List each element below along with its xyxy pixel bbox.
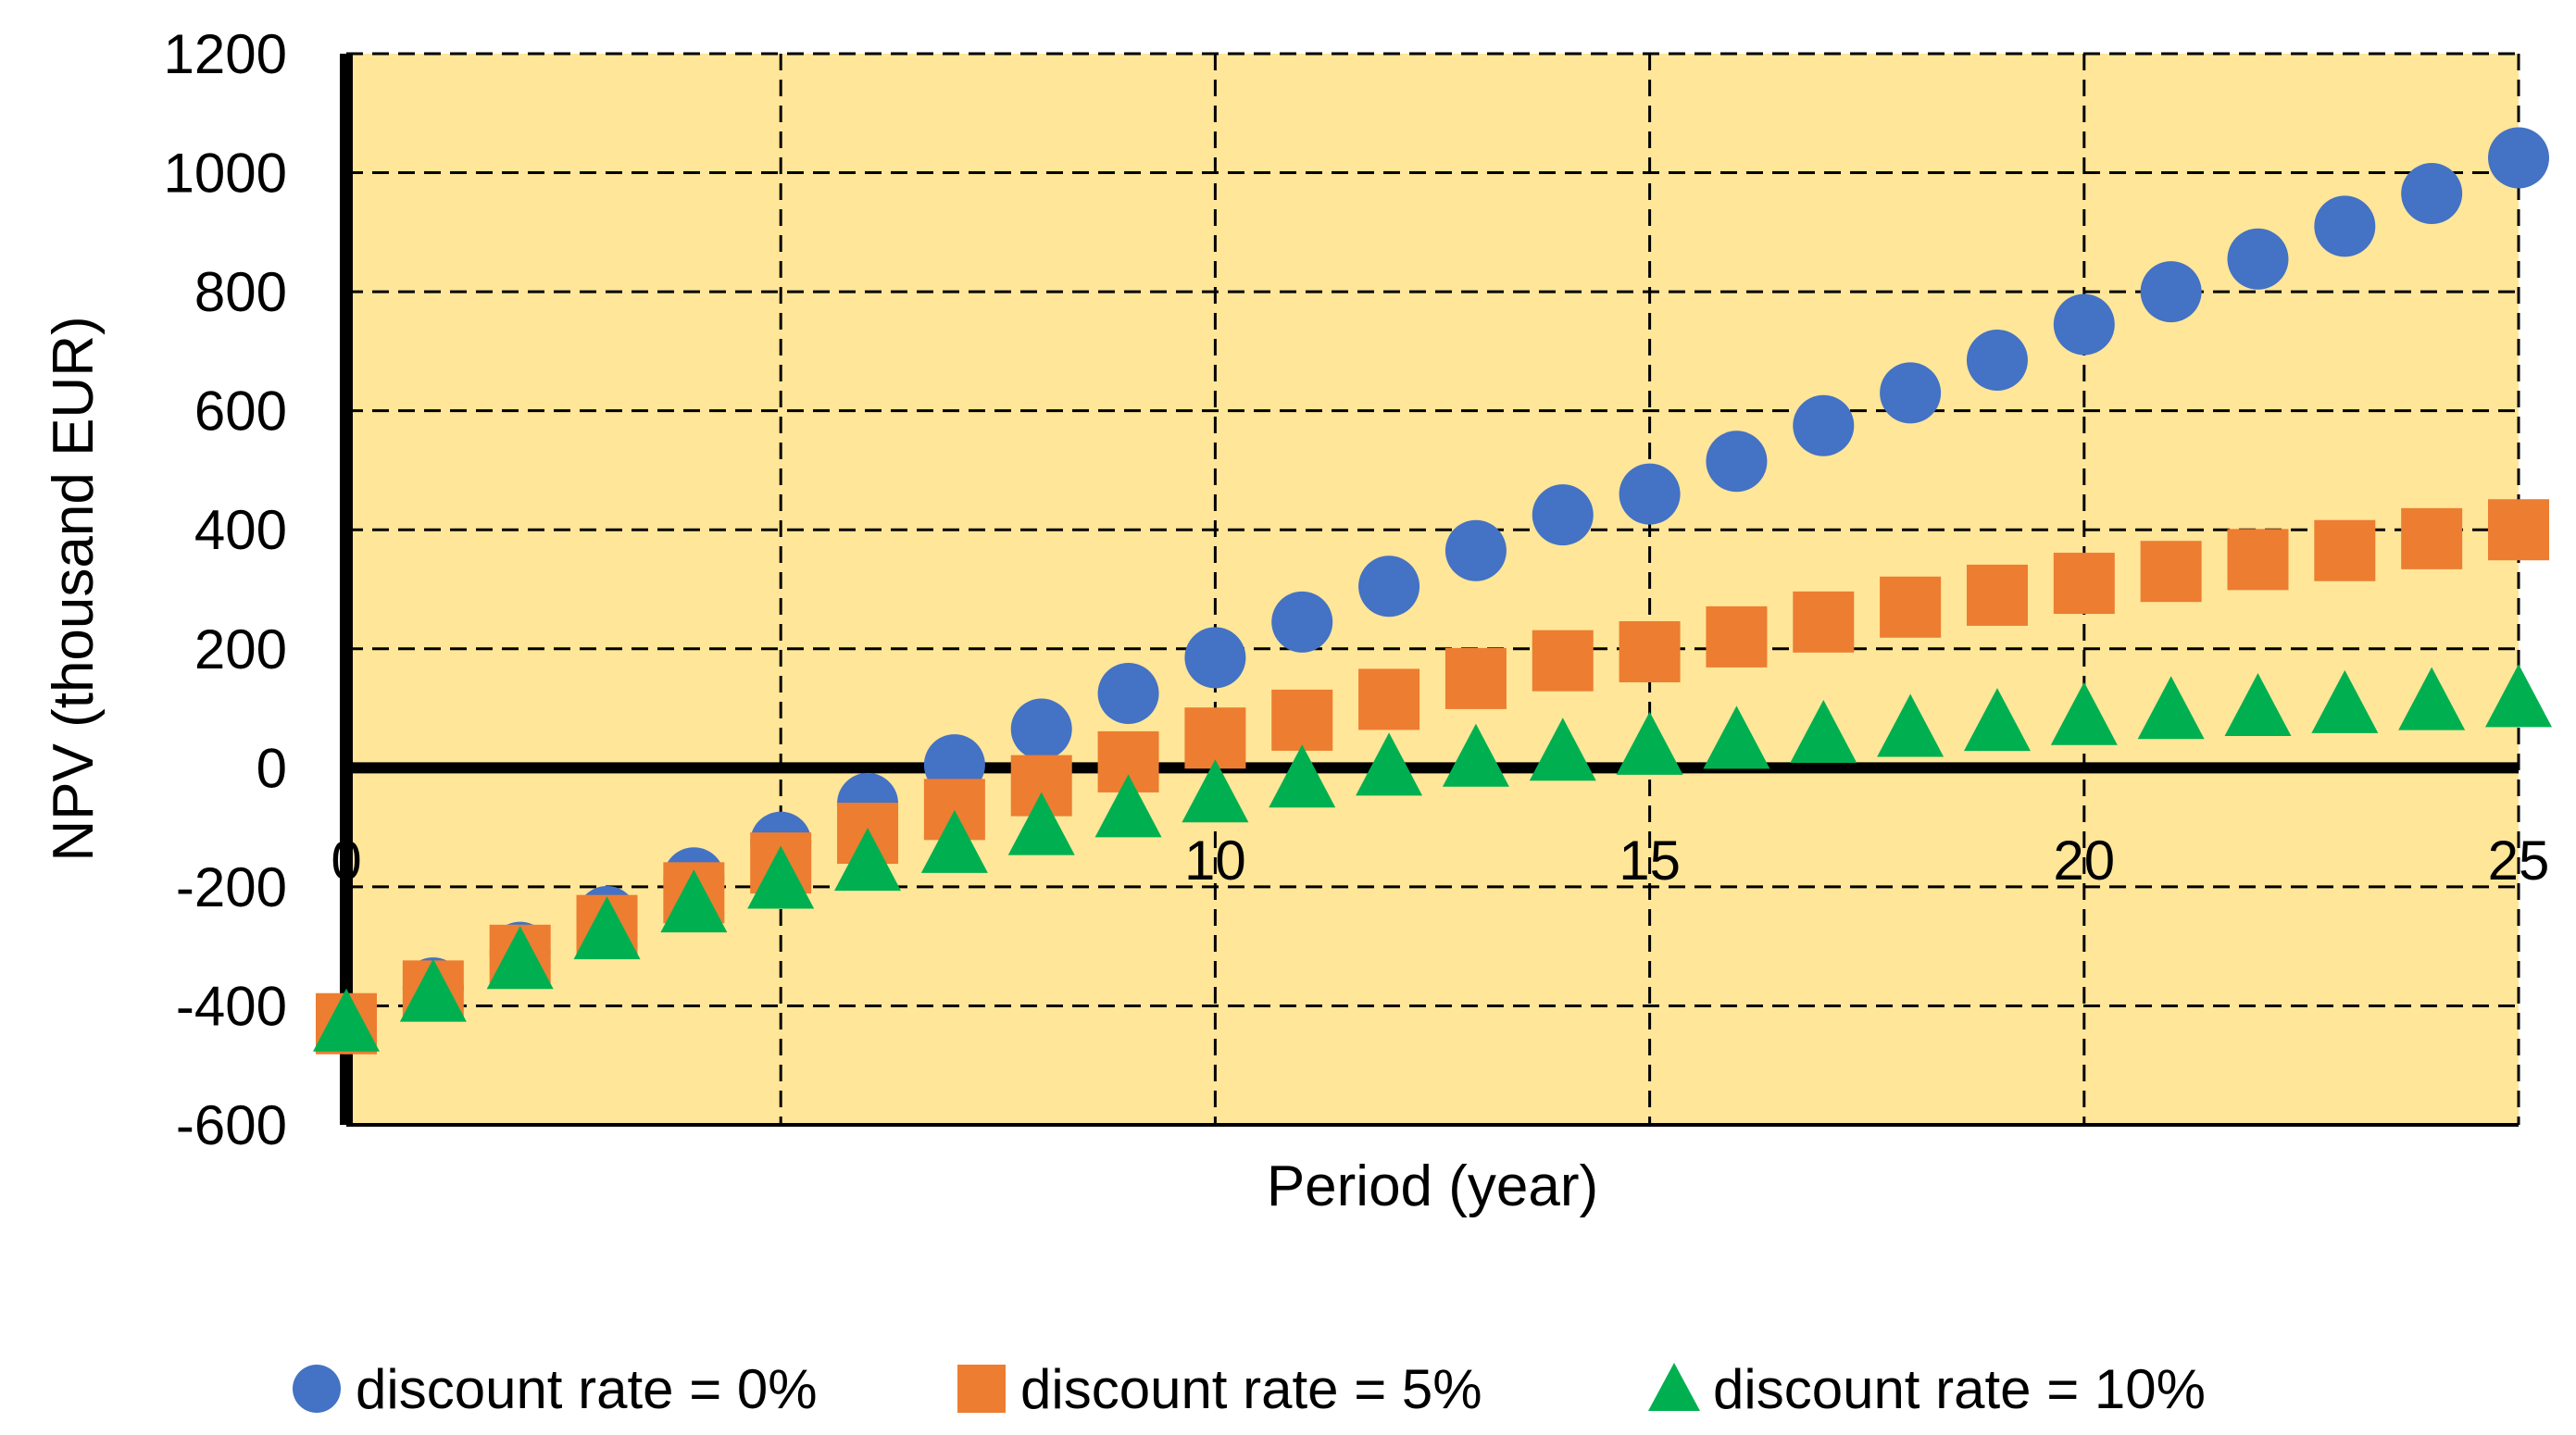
y-tick-label: -400 [176, 975, 287, 1037]
marker-triangle [2224, 673, 2292, 737]
x-tick-label: 0 [331, 830, 361, 892]
marker-circle [2053, 293, 2115, 356]
marker-triangle [2398, 667, 2466, 730]
marker-square [2488, 499, 2549, 561]
marker-circle [2488, 127, 2549, 189]
axes [340, 54, 2519, 1127]
marker-circle [1184, 627, 1246, 689]
marker-square [2401, 507, 2463, 569]
marker-circle [1793, 394, 1855, 456]
marker-triangle [573, 896, 641, 960]
marker-triangle [1529, 718, 1596, 781]
y-tick-label: 400 [194, 499, 287, 561]
x-tick-label: 25 [2488, 830, 2550, 892]
marker-triangle [1616, 711, 1683, 775]
marker-square [2053, 553, 2115, 615]
y-axis-title: NPV (thousand EUR) [42, 316, 106, 861]
marker-triangle [2137, 676, 2205, 740]
y-tick-label: 1200 [164, 23, 287, 85]
legend-triangle-icon [1648, 1363, 1700, 1411]
marker-circle [1880, 362, 1942, 424]
marker-square [1619, 620, 1681, 682]
x-tick-label: 15 [1619, 830, 1681, 892]
marker-square [2314, 519, 2376, 581]
legend-label: discount rate = 0% [356, 1358, 818, 1420]
marker-square [2227, 529, 2289, 591]
x-tick-label: 20 [2053, 830, 2115, 892]
legend-circle-icon [293, 1365, 341, 1413]
y-tick-label: 0 [256, 737, 287, 799]
marker-triangle [1790, 699, 1857, 763]
marker-triangle [660, 869, 728, 933]
marker-circle [1966, 330, 2028, 392]
marker-square [2140, 541, 2202, 603]
marker-square [1271, 689, 1333, 751]
marker-square [1880, 576, 1942, 638]
tick-labels: -600-400-2000200400600800100012000510152… [164, 23, 2550, 1156]
marker-triangle [920, 809, 988, 873]
y-tick-label: 600 [194, 381, 287, 443]
marker-triangle [1356, 732, 1423, 796]
marker-triangle [1094, 774, 1162, 838]
marker-triangle [399, 958, 467, 1022]
data-markers [313, 127, 2552, 1054]
marker-triangle [1877, 693, 1945, 757]
marker-triangle [1007, 792, 1075, 855]
marker-triangle [1703, 705, 1770, 769]
y-tick-label: -600 [176, 1094, 287, 1156]
marker-triangle [2050, 681, 2118, 745]
legend-label: discount rate = 5% [1020, 1358, 1482, 1420]
legend: discount rate = 0% discount rate = 5% disc… [293, 1358, 2206, 1420]
marker-square [1793, 591, 1855, 653]
marker-triangle [1182, 759, 1249, 823]
marker-circle [2227, 228, 2289, 290]
grid-lines [346, 52, 2520, 1125]
marker-square [1532, 630, 1594, 692]
marker-circle [1706, 430, 1768, 493]
marker-triangle [2311, 669, 2379, 733]
y-tick-label: 200 [194, 618, 287, 680]
y-tick-label: -200 [176, 856, 287, 918]
marker-circle [1097, 662, 1159, 724]
marker-triangle [2485, 664, 2552, 728]
marker-square [1358, 668, 1420, 730]
marker-square [1966, 564, 2028, 626]
marker-triangle [1442, 723, 1509, 787]
marker-triangle [486, 926, 554, 990]
legend-label: discount rate = 10% [1713, 1358, 2206, 1420]
marker-triangle [834, 828, 902, 892]
marker-square [1444, 647, 1507, 709]
marker-triangle [747, 845, 815, 909]
marker-triangle [1269, 744, 1336, 808]
marker-square [1706, 605, 1768, 668]
marker-square [1184, 707, 1246, 769]
marker-triangle [1963, 688, 2031, 752]
marker-circle [2314, 195, 2376, 257]
marker-triangle [313, 988, 380, 1052]
marker-circle [1619, 463, 1681, 525]
marker-circle [1358, 555, 1420, 618]
marker-circle [1271, 591, 1333, 653]
x-axis-title: Period (year) [1267, 1154, 1598, 1218]
marker-circle [1444, 519, 1507, 581]
legend-square-icon [957, 1365, 1006, 1413]
x-tick-label: 10 [1184, 830, 1246, 892]
marker-circle [1532, 484, 1594, 546]
y-tick-label: 1000 [164, 143, 287, 205]
marker-circle [1010, 698, 1072, 760]
y-tick-label: 800 [194, 261, 287, 323]
marker-circle [2140, 261, 2202, 323]
marker-circle [2401, 163, 2463, 225]
